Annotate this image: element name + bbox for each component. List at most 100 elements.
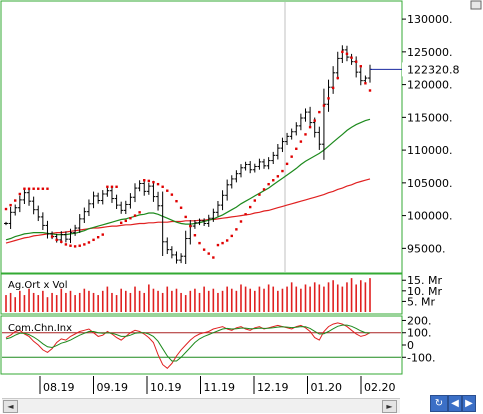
psar-dot	[106, 185, 109, 188]
volume-bar	[369, 278, 371, 312]
last-price-label: 122320.8	[407, 63, 460, 76]
psar-dot	[198, 241, 201, 245]
psar-dot	[27, 187, 31, 190]
right-arrow-icon: ▶	[465, 398, 473, 409]
volume-bar	[180, 292, 182, 312]
volume-bar	[304, 284, 307, 312]
price-tick-label: 105000.	[407, 177, 453, 190]
refresh-button[interactable]: ↻	[430, 395, 448, 412]
prev-button[interactable]: ◀	[448, 395, 462, 412]
volume-tick-label: 15. Mr	[407, 274, 442, 287]
volume-bar	[148, 284, 150, 312]
price-axis: 95000. 100000. 105000. 110000. 115000. 120000…	[402, 13, 453, 255]
time-tick-label: 12.19	[257, 381, 289, 394]
oscillator-tick-label: -100.	[407, 351, 435, 364]
price-bar	[36, 205, 41, 222]
price-bar	[340, 45, 345, 63]
price-bar	[280, 137, 285, 153]
ma-long-line	[5, 178, 371, 244]
psar-dot	[87, 241, 91, 244]
price-bar	[91, 191, 96, 209]
volume-bar	[171, 290, 173, 312]
horizontal-scrollbar[interactable]: ◄ ►	[2, 398, 400, 413]
volume-bar	[184, 295, 187, 312]
psar-dot	[295, 147, 298, 150]
price-bar	[17, 195, 22, 213]
volume-bar	[313, 282, 316, 312]
price-bar	[114, 194, 119, 210]
psar-dot	[60, 240, 63, 243]
time-tick-label: 11.19	[204, 381, 236, 394]
psar-dot	[207, 252, 210, 255]
psar-dot	[253, 199, 257, 202]
price-bar	[257, 158, 262, 170]
volume-bar	[88, 290, 90, 312]
oscillator-line	[5, 324, 371, 362]
price-bar	[160, 191, 165, 257]
psar-dot	[92, 238, 95, 242]
price-bar	[165, 237, 170, 255]
volume-bar	[23, 295, 26, 312]
price-bar	[335, 51, 340, 80]
psar-dot	[83, 243, 86, 246]
psar-dot	[96, 236, 100, 239]
price-bar	[174, 251, 179, 264]
price-tick-label: 125000.	[407, 46, 453, 59]
price-bar	[326, 79, 331, 112]
price-bar	[96, 192, 101, 204]
psar-dot	[110, 185, 114, 188]
time-tick-label: 01.20	[311, 381, 343, 394]
price-bar	[317, 126, 322, 150]
oscillator-line	[5, 322, 371, 369]
price-bar	[238, 164, 243, 178]
price-bar	[146, 182, 151, 195]
psar-dot	[313, 119, 316, 122]
oscillator-tick-label: 0	[407, 339, 414, 352]
psar-dot	[272, 179, 275, 182]
price-bar	[22, 188, 27, 205]
next-button[interactable]: ▶	[462, 395, 476, 412]
time-tick-label: 10.19	[150, 381, 182, 394]
price-bar	[179, 253, 184, 264]
volume-bar	[9, 292, 12, 312]
window-corner-button[interactable]	[470, 0, 482, 10]
price-bar	[40, 212, 45, 231]
price-bar	[197, 218, 202, 226]
psar-dot	[331, 86, 335, 90]
volume-bar	[323, 286, 325, 312]
price-bar	[363, 75, 368, 84]
volume-bar	[290, 282, 293, 312]
volume-bar	[111, 292, 113, 312]
price-bar	[119, 201, 124, 214]
price-bar	[4, 221, 8, 226]
price-bar	[105, 187, 110, 197]
scroll-right-button[interactable]: ►	[382, 400, 397, 413]
price-bar	[358, 67, 363, 86]
psar-dot	[46, 187, 49, 190]
oscillator-tick-label: 100.	[407, 327, 432, 340]
price-bar	[243, 161, 248, 171]
price-tick-label: 120000.	[407, 79, 453, 92]
psar-dot	[170, 193, 174, 196]
psar-dot	[179, 206, 183, 209]
psar-dot	[41, 187, 45, 190]
price-bar	[128, 193, 133, 209]
price-bar	[123, 200, 128, 215]
volume-bar	[92, 292, 95, 312]
time-tick-label: 02.20	[364, 381, 396, 394]
price-bar	[68, 228, 73, 244]
volume-bar	[364, 282, 367, 312]
psar-dot	[350, 56, 353, 59]
psar-dot	[308, 125, 312, 129]
price-tick-label: 95000.	[407, 242, 446, 255]
scroll-left-button[interactable]: ◄	[3, 400, 18, 413]
psar-dot	[212, 256, 215, 259]
psar-dot	[152, 180, 155, 184]
price-bar	[82, 207, 87, 224]
volume-bar	[249, 288, 252, 312]
price-bar	[151, 180, 156, 202]
psar-dot	[193, 234, 197, 237]
psar-dot	[156, 182, 160, 186]
psar-dot	[37, 187, 40, 190]
